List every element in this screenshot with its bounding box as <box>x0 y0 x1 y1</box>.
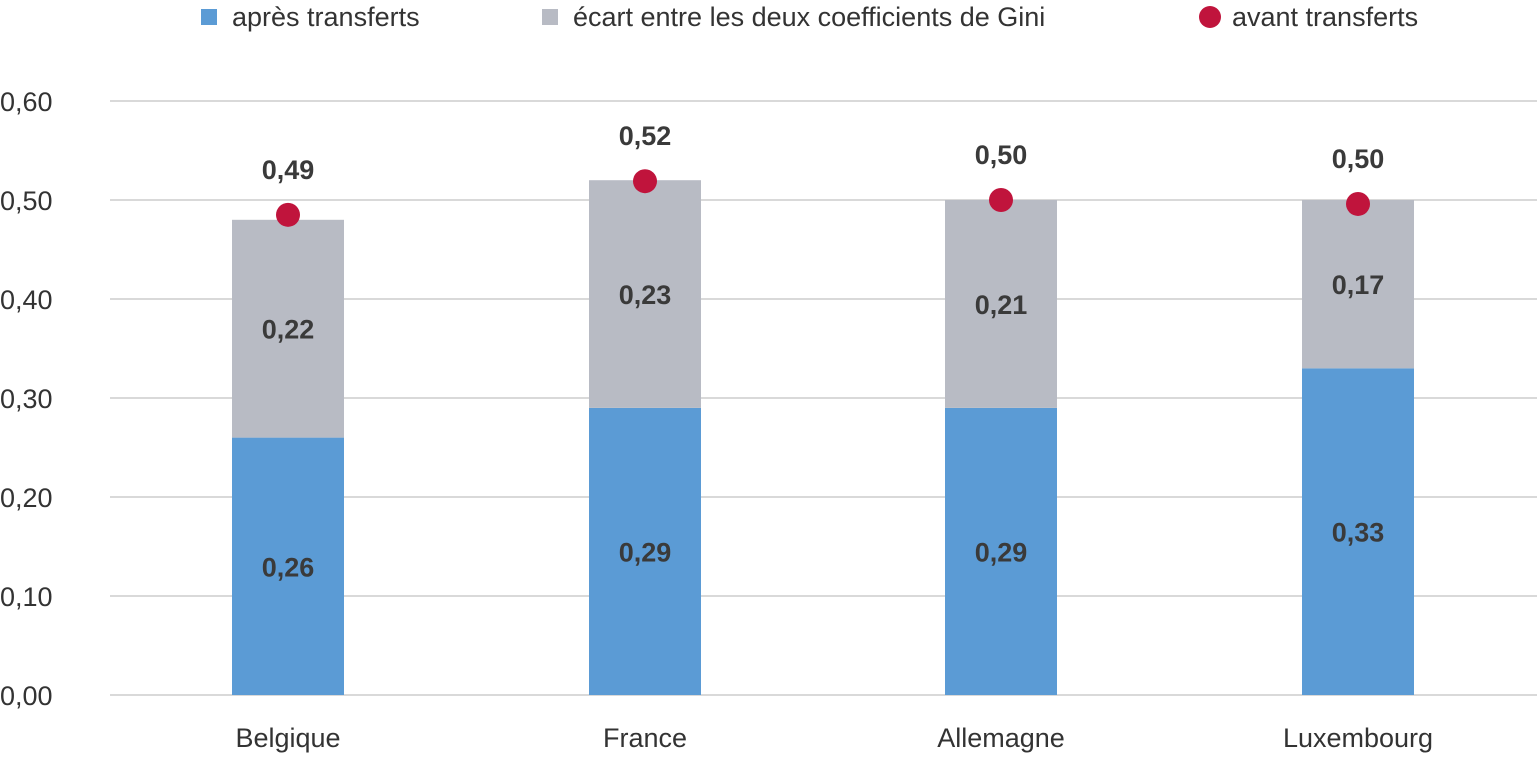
point-marker <box>633 169 657 194</box>
bar-segment <box>1302 200 1414 369</box>
point-marker <box>1346 191 1370 216</box>
legend: après transferts écart entre les deux coe… <box>201 2 1418 32</box>
x-category-label: Allemagne <box>937 723 1065 753</box>
bar-segment <box>589 180 701 408</box>
bar-value-label: 0,23 <box>619 280 672 310</box>
legend-swatch <box>201 9 217 25</box>
legend-label: avant transferts <box>1232 2 1418 32</box>
bar-value-label: 0,21 <box>975 290 1028 320</box>
bar-value-label: 0,17 <box>1332 270 1385 300</box>
y-tick-label: 0,40 <box>0 285 53 315</box>
point-marker <box>989 188 1013 212</box>
bars <box>232 180 1414 695</box>
bar-segment <box>1302 368 1414 695</box>
point-value-label: 0,50 <box>975 140 1028 170</box>
bar-segment <box>232 219 344 438</box>
bar-segment <box>945 407 1057 695</box>
bar-value-label: 0,22 <box>262 315 315 345</box>
bar-segment <box>945 200 1057 408</box>
y-tick-label: 0,60 <box>0 87 53 117</box>
bar-value-label: 0,26 <box>262 552 315 582</box>
legend-label: après transferts <box>232 2 420 32</box>
x-category-label: France <box>603 723 687 753</box>
x-category-label: Belgique <box>235 723 340 753</box>
point-value-label: 0,49 <box>262 155 315 185</box>
data-labels: 0,26 0,22 0,29 0,23 0,29 0,21 0,33 0,17 0,49 0,52… <box>262 121 1385 582</box>
gridlines <box>110 100 1537 696</box>
bar-segment <box>232 437 344 695</box>
x-axis: Belgique France Allemagne Luxembourg <box>235 723 1433 753</box>
points <box>276 169 1370 227</box>
bar-value-label: 0,33 <box>1332 518 1385 548</box>
y-tick-label: 0,30 <box>0 384 53 414</box>
legend-label: écart entre les deux coefficients de Gin… <box>573 2 1045 32</box>
legend-swatch <box>542 9 558 25</box>
legend-swatch <box>1199 6 1221 28</box>
x-category-label: Luxembourg <box>1283 723 1433 753</box>
y-tick-label: 0,50 <box>0 186 53 216</box>
y-tick-label: 0,10 <box>0 582 53 612</box>
y-axis: 0,00 0,10 0,20 0,30 0,40 0,50 0,60 <box>0 87 53 711</box>
point-value-label: 0,52 <box>619 121 672 151</box>
bar-segment <box>589 407 701 695</box>
point-value-label: 0,50 <box>1332 144 1385 174</box>
point-marker <box>276 202 300 227</box>
y-tick-label: 0,20 <box>0 483 53 513</box>
bar-value-label: 0,29 <box>975 537 1028 567</box>
bar-value-label: 0,29 <box>619 537 672 567</box>
y-tick-label: 0,00 <box>0 681 53 711</box>
